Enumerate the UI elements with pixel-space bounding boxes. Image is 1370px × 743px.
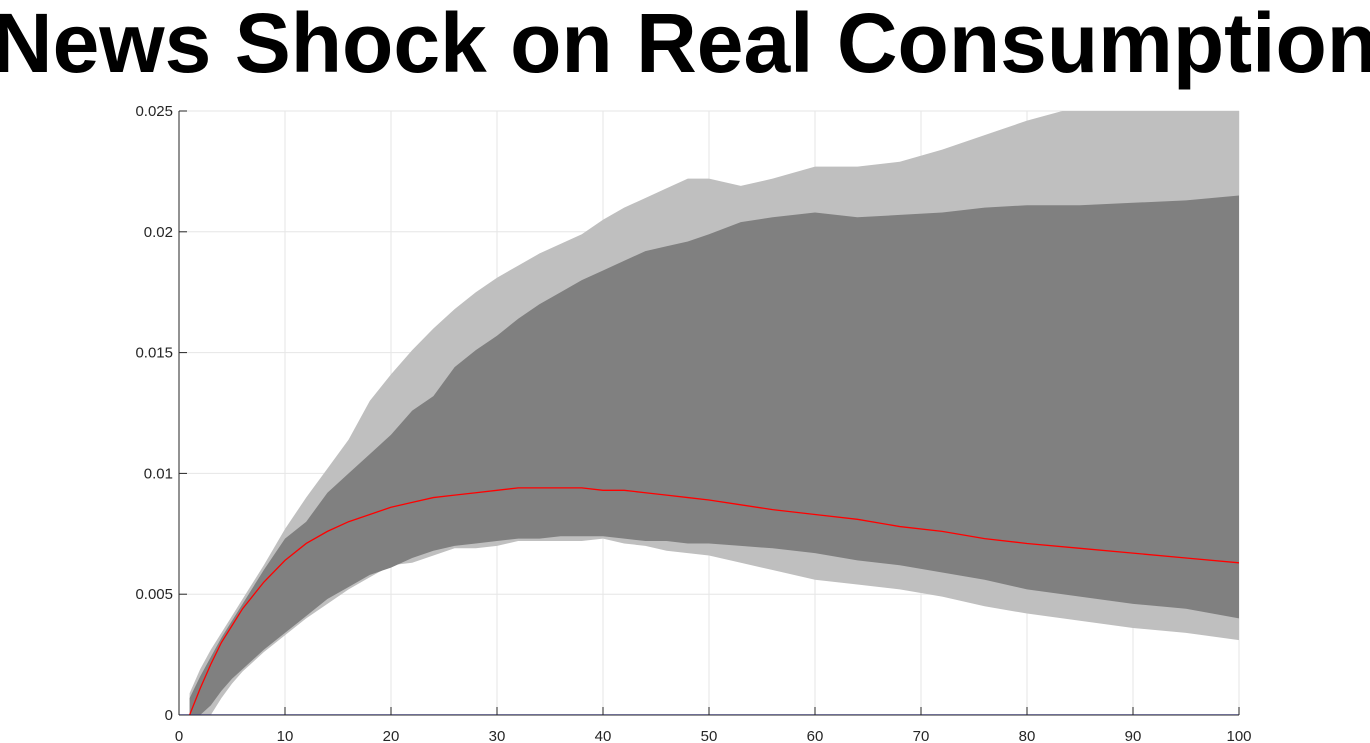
y-tick-label: 0.02	[144, 224, 173, 241]
y-tick-label: 0.015	[135, 345, 173, 362]
median-line	[188, 487, 1239, 715]
y-tick-label: 0	[165, 707, 173, 724]
x-tick-label: 80	[1019, 728, 1036, 743]
x-tick-label: 0	[175, 728, 183, 743]
x-tick-label: 90	[1125, 728, 1142, 743]
x-tick-label: 50	[701, 728, 718, 743]
x-tick-label: 20	[383, 728, 400, 743]
x-tick-label: 100	[1226, 728, 1251, 743]
y-tick-label: 0.005	[135, 586, 173, 603]
y-tick-label: 0.01	[144, 465, 173, 482]
x-tick-label: 70	[913, 728, 930, 743]
confidence-band	[189, 195, 1239, 715]
x-tick-label: 10	[277, 728, 294, 743]
y-tick-label: 0.025	[135, 103, 173, 120]
x-tick-label: 60	[807, 728, 824, 743]
chart-title: News Shock on Real Consumption	[0, 0, 1370, 90]
x-tick-label: 30	[489, 728, 506, 743]
x-tick-label: 40	[595, 728, 612, 743]
